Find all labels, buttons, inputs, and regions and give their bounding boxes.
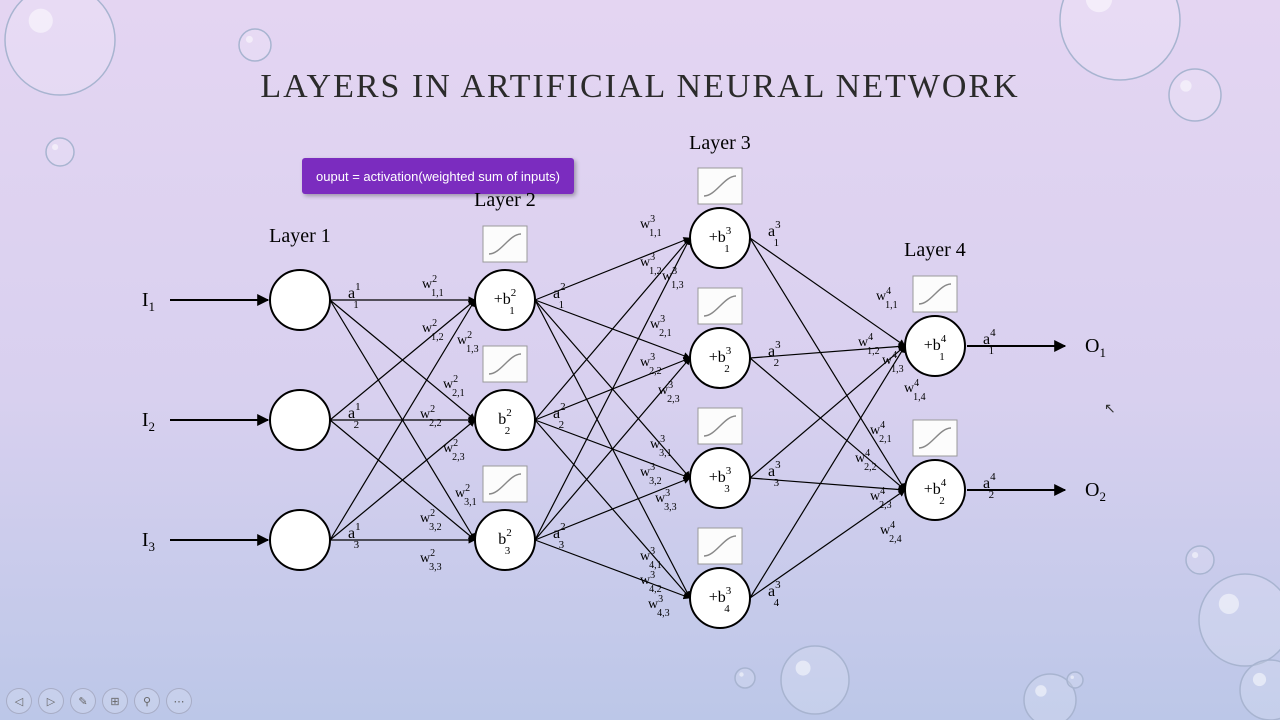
- weight-label: w41,4: [904, 378, 926, 403]
- svg-text:a12: a12: [348, 401, 361, 431]
- weight-label: w21,2: [422, 318, 444, 343]
- svg-text:O1: O1: [1085, 335, 1106, 360]
- svg-text:O2: O2: [1085, 479, 1106, 504]
- weight-label: w33,3: [655, 488, 677, 513]
- svg-text:a31: a31: [768, 219, 781, 249]
- svg-text:a23: a23: [553, 521, 566, 551]
- toolbar-button-5[interactable]: ⋯: [166, 688, 192, 714]
- slide: LAYERS IN ARTIFICIAL NEURAL NETWORK oupu…: [0, 0, 1280, 720]
- layer-label: Layer 3: [689, 132, 751, 154]
- svg-text:a11: a11: [348, 281, 360, 311]
- weight-label: w21,3: [457, 330, 479, 355]
- neuron: [270, 510, 330, 570]
- presenter-toolbar: ◁▷✎⊞⚲⋯: [6, 688, 192, 714]
- weight-label: w34,3: [648, 594, 670, 619]
- weight-label: w21,1: [422, 274, 444, 299]
- svg-text:a32: a32: [768, 339, 781, 369]
- weight-label: w23,1: [455, 483, 477, 508]
- svg-text:I2: I2: [142, 409, 155, 434]
- weight-label: w34,2: [640, 570, 662, 595]
- svg-text:I1: I1: [142, 289, 155, 314]
- network-diagram: Layer 1I1a11I2a12I3a13Layer 2+b21a21b22a…: [0, 0, 1280, 720]
- weight-label: w32,3: [658, 380, 680, 405]
- toolbar-button-4[interactable]: ⚲: [134, 688, 160, 714]
- weight-label: w31,1: [640, 214, 662, 239]
- weight-label: w42,3: [870, 486, 892, 511]
- svg-text:a13: a13: [348, 521, 361, 551]
- layer-label: Layer 4: [904, 239, 966, 261]
- weight-label: w42,1: [870, 420, 892, 445]
- weight-label: w22,1: [443, 374, 465, 399]
- svg-text:a21: a21: [553, 281, 566, 311]
- weight-label: w42,2: [855, 448, 877, 473]
- layer-label: Layer 1: [269, 225, 331, 247]
- svg-text:a33: a33: [768, 459, 781, 489]
- weight-label: w22,3: [443, 438, 465, 463]
- toolbar-button-3[interactable]: ⊞: [102, 688, 128, 714]
- weight-label: w31,2: [640, 252, 662, 277]
- svg-text:I3: I3: [142, 529, 155, 554]
- weight-label: w32,1: [650, 314, 672, 339]
- toolbar-button-0[interactable]: ◁: [6, 688, 32, 714]
- weight-label: w41,1: [876, 286, 898, 311]
- neuron: [270, 270, 330, 330]
- toolbar-button-1[interactable]: ▷: [38, 688, 64, 714]
- layer-label: Layer 2: [474, 189, 536, 211]
- weight-label: w32,2: [640, 352, 662, 377]
- svg-text:a22: a22: [553, 401, 566, 431]
- mouse-cursor: ↖: [1104, 400, 1116, 417]
- weight-label: w34,1: [640, 546, 662, 571]
- svg-text:a42: a42: [983, 471, 996, 501]
- svg-text:a41: a41: [983, 327, 996, 357]
- weight-label: w33,1: [650, 434, 672, 459]
- toolbar-button-2[interactable]: ✎: [70, 688, 96, 714]
- weight-label: w23,3: [420, 548, 442, 573]
- weight-label: w42,4: [880, 520, 902, 545]
- neuron: [270, 390, 330, 450]
- weight-label: w23,2: [420, 508, 442, 533]
- weight-label: w41,2: [858, 332, 880, 357]
- weight-label: w22,2: [420, 404, 442, 429]
- svg-text:a34: a34: [768, 579, 781, 609]
